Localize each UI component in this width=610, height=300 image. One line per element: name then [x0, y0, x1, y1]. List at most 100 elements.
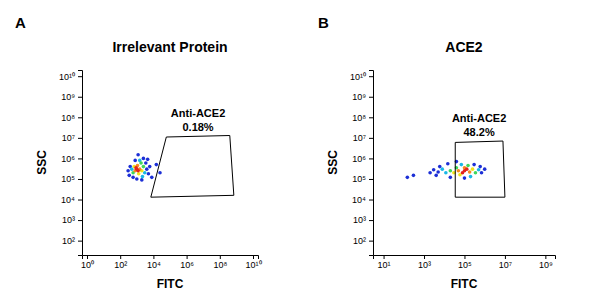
y-tick-mark	[78, 241, 82, 242]
y-tick-mark	[369, 158, 373, 159]
y-tick: 10⁵	[352, 174, 373, 184]
event-point	[136, 153, 140, 157]
y-tick-mark	[78, 220, 82, 221]
event-point	[436, 170, 440, 174]
event-point	[465, 167, 469, 171]
event-point	[131, 176, 135, 180]
x-tick-mark	[187, 255, 188, 259]
y-tick: 10³	[353, 215, 373, 225]
event-point	[133, 159, 137, 163]
x-axis: 10⁰10²10⁴10⁶10⁸10¹⁰	[81, 255, 262, 270]
x-tick-label: 10⁴	[147, 260, 161, 270]
y-tick-mark	[78, 158, 82, 159]
y-tick-mark	[78, 138, 82, 139]
y-tick: 10⁴	[352, 195, 373, 205]
x-tick-label: 10⁷	[499, 260, 512, 270]
y-tick-mark	[78, 200, 82, 201]
event-point	[440, 167, 444, 171]
x-tick-mark	[505, 255, 506, 259]
x-tick-mark	[220, 255, 221, 259]
y-axis-line	[369, 71, 374, 256]
y-axis-title: SSC	[35, 150, 49, 175]
x-tick-label: 10³	[418, 260, 431, 270]
x-tick: 10⁵	[458, 255, 472, 270]
event-point	[140, 178, 144, 182]
x-axis-line	[83, 256, 259, 260]
event-point	[144, 161, 148, 165]
x-tick: 10⁷	[499, 255, 512, 270]
y-axis: 10²10³10⁴10⁵10⁶10⁷10⁸10⁹10¹⁰	[350, 71, 374, 256]
event-point	[478, 165, 482, 169]
event-point	[483, 167, 487, 171]
event-point	[126, 169, 130, 173]
event-point	[472, 163, 476, 167]
y-axis-title: SSC	[326, 150, 340, 175]
event-point	[134, 166, 138, 170]
x-tick: 10¹	[378, 255, 391, 270]
event-point	[127, 174, 131, 178]
y-tick-label: 10³	[62, 215, 75, 225]
y-tick-label: 10⁸	[61, 113, 75, 123]
y-tick-label: 10⁵	[61, 174, 75, 184]
x-tick-label: 10⁹	[539, 260, 553, 270]
y-tick-label: 10⁴	[61, 195, 75, 205]
y-tick-label: 10⁶	[61, 154, 75, 164]
y-tick-label: 10⁷	[62, 133, 75, 143]
y-tick: 10⁵	[61, 174, 82, 184]
y-axis-line	[78, 71, 83, 256]
x-tick: 10⁴	[147, 255, 161, 270]
x-tick-mark	[153, 255, 154, 259]
y-tick-mark	[369, 97, 373, 98]
y-tick-label: 10⁶	[352, 154, 366, 164]
x-tick: 10⁸	[213, 255, 227, 270]
x-tick-label: 10⁸	[213, 260, 227, 270]
events	[406, 160, 487, 180]
y-tick-mark	[369, 220, 373, 221]
event-point	[150, 176, 154, 180]
x-tick-label: 10¹⁰	[245, 260, 261, 270]
event-point	[428, 171, 432, 175]
event-point	[460, 163, 464, 167]
x-tick: 10⁹	[539, 255, 553, 270]
x-axis-line	[374, 256, 556, 260]
y-tick-label: 10⁴	[352, 195, 366, 205]
x-tick-mark	[120, 255, 121, 259]
event-point	[461, 171, 465, 175]
y-tick: 10⁸	[352, 113, 373, 123]
event-point	[474, 171, 478, 175]
event-point	[143, 171, 147, 175]
x-tick: 10⁶	[180, 255, 194, 270]
gate-name: Anti-ACE2	[171, 107, 225, 119]
x-tick-label: 10²	[114, 260, 127, 270]
y-tick-label: 10⁹	[61, 92, 75, 102]
panel: BACE210¹10³10⁵10⁷10⁹10²10³10⁴10⁵10⁶10⁷10…	[318, 14, 556, 291]
y-tick-mark	[78, 179, 82, 180]
y-tick: 10⁹	[352, 92, 373, 102]
event-point	[449, 176, 453, 180]
event-point	[432, 168, 436, 172]
event-point	[477, 168, 481, 172]
x-tick: 10¹⁰	[245, 255, 261, 270]
event-point	[146, 158, 150, 162]
gate	[455, 141, 505, 197]
event-point	[142, 165, 146, 169]
panel-letter: A	[15, 14, 26, 31]
y-tick-label: 10⁹	[352, 92, 366, 102]
gate-name: Anti-ACE2	[452, 112, 506, 124]
x-axis-title: FITC	[157, 277, 184, 291]
event-point	[444, 171, 448, 175]
x-tick-mark	[545, 255, 546, 259]
y-tick: 10⁹	[61, 92, 82, 102]
event-point	[412, 174, 416, 178]
event-point	[471, 167, 475, 171]
y-tick-mark	[78, 117, 82, 118]
x-tick: 10²	[114, 255, 127, 270]
y-tick-mark	[369, 76, 373, 77]
gate	[151, 136, 234, 198]
event-point	[145, 167, 149, 171]
x-axis-title: FITC	[451, 277, 478, 291]
event-point	[466, 164, 470, 168]
x-tick-label: 10⁵	[458, 260, 472, 270]
event-point	[457, 169, 461, 173]
y-tick-mark	[78, 76, 82, 77]
